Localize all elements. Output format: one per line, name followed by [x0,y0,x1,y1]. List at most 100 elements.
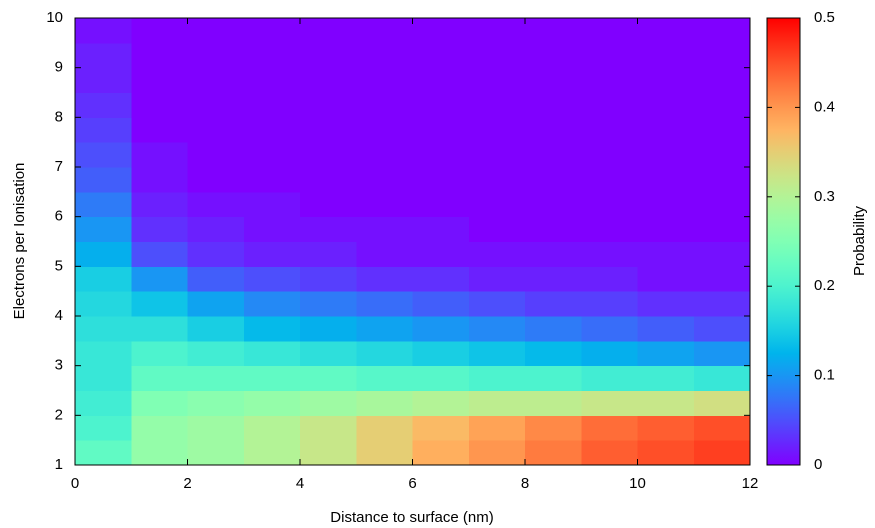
heatmap-cell [131,266,188,292]
heatmap-cell [356,92,413,118]
heatmap-cell [637,415,695,441]
heatmap-cell [468,440,526,466]
heatmap-cell [131,67,188,93]
heatmap-cell [412,167,470,193]
heatmap-cell [131,142,188,168]
heatmap-cell [693,167,751,193]
x-axis-label: Distance to surface (nm) [330,509,493,526]
heatmap-cell [75,42,132,69]
heatmap-cell [637,67,695,93]
heatmap-cell [356,167,413,193]
heatmap-cell [468,365,526,391]
heatmap-cell [581,117,638,143]
heatmap-cell [468,191,526,218]
heatmap-cell [187,241,245,267]
heatmap-cell [356,117,413,143]
heatmap-cell [693,291,751,317]
heatmap-cell [187,415,245,441]
x-tick-label: 8 [521,475,529,492]
heatmap-cell [637,216,695,242]
heatmap-cell [412,390,470,416]
heatmap-cell [525,167,582,193]
y-tick-label: 3 [55,357,63,374]
heatmap-cell [243,316,301,342]
heatmap-cell [300,117,357,143]
heatmap-cell [243,142,301,168]
heatmap-cell [243,216,301,242]
heatmap-cell [131,340,188,367]
colorbar-label: Probability [851,205,868,276]
heatmap-cell [243,117,301,143]
heatmap-cell [75,440,132,466]
heatmap-cell [131,390,188,416]
heatmap-cell [525,92,582,118]
heatmap-cell [187,42,245,69]
heatmap-cell [693,340,751,367]
heatmap-cell [131,216,188,242]
y-tick-label: 5 [55,257,63,274]
heatmap-cell [581,216,638,242]
heatmap-cell [75,415,132,441]
heatmap-cell [356,390,413,416]
heatmap-cell [243,167,301,193]
heatmap-cell [300,316,357,342]
heatmap-cell [468,266,526,292]
heatmap-cell [581,390,638,416]
heatmap-cell [131,241,188,267]
heatmap-cell [243,291,301,317]
heatmap-cell [637,266,695,292]
heatmap-cell [300,67,357,93]
heatmap-cell [243,241,301,267]
heatmap-cell [468,291,526,317]
heatmap-cell [187,67,245,93]
y-tick-label: 1 [55,456,63,473]
heatmap-cell [693,67,751,93]
heatmap-cell [356,216,413,242]
heatmap-cell [412,340,470,367]
heatmap-cell [525,266,582,292]
heatmap-cell [243,67,301,93]
heatmap-cell [243,340,301,367]
heatmap-cell [693,390,751,416]
heatmap-cell [525,365,582,391]
x-tick-label: 10 [629,475,646,492]
heatmap-cell [300,340,357,367]
heatmap-cell [468,18,526,44]
heatmap-cell [637,191,695,218]
heatmap-cell [525,67,582,93]
heatmap-cell [693,92,751,118]
heatmap-cell [412,316,470,342]
heatmap-cell [468,241,526,267]
heatmap-cell [243,18,301,44]
heatmap-cell [412,216,470,242]
heatmap-cell [637,440,695,466]
y-axis-label: Electrons per Ionisation [11,163,28,320]
colorbar-tick-label: 0.3 [814,188,835,205]
heatmap-cell [525,291,582,317]
heatmap-cell [525,18,582,44]
heatmap-cell [187,18,245,44]
colorbar-tick-label: 0.4 [814,98,835,115]
heatmap-cell [412,142,470,168]
heatmap-cell [243,42,301,69]
heatmap-cell [581,191,638,218]
heatmap-cell [75,390,132,416]
heatmap-cell [412,365,470,391]
heatmap-cell [637,18,695,44]
heatmap-cell [187,92,245,118]
heatmap-cell [581,42,638,69]
heatmap-cell [637,92,695,118]
heatmap-cell [131,291,188,317]
y-tick-label: 4 [55,307,63,324]
heatmap-cell [468,390,526,416]
heatmap-cell [300,216,357,242]
x-tick-label: 12 [742,475,759,492]
heatmap-cell [356,340,413,367]
heatmap-cell [300,142,357,168]
heatmap-cell [243,266,301,292]
heatmap-cell [468,316,526,342]
heatmap-cell [412,415,470,441]
heatmap-cell [187,191,245,218]
heatmap-cell [637,142,695,168]
heatmap-cell [300,415,357,441]
